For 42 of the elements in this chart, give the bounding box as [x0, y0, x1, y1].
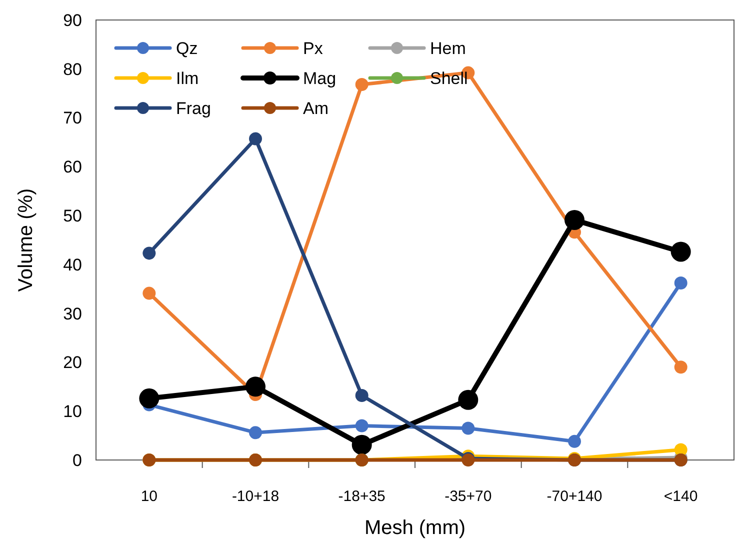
point: [249, 426, 262, 440]
point: [355, 78, 368, 92]
point: [462, 422, 475, 435]
point: [674, 276, 688, 290]
x-tick-label: -18+35: [338, 488, 386, 505]
y-tick-label: 30: [63, 304, 82, 324]
point: [139, 388, 160, 408]
legend-label: Ilm: [176, 68, 199, 88]
y-tick-label: 90: [63, 10, 82, 30]
x-tick-label: -35+70: [444, 488, 492, 505]
x-tick-label: -10+18: [232, 488, 280, 505]
point: [142, 286, 156, 300]
point: [246, 376, 266, 397]
legend-label: Frag: [176, 98, 211, 118]
legend-label: Mag: [303, 68, 336, 88]
point: [670, 242, 691, 262]
point: [564, 210, 584, 230]
y-tick-label: 10: [63, 402, 82, 422]
legend-label: Qz: [176, 38, 198, 58]
point: [142, 246, 156, 260]
y-tick-label: 0: [72, 450, 82, 470]
point: [568, 434, 581, 448]
y-tick-label: 40: [63, 255, 82, 274]
point: [249, 132, 262, 146]
y-axis-title: Volume (%): [15, 188, 37, 292]
point: [355, 388, 368, 402]
x-tick-label: -70+140: [546, 488, 602, 505]
y-tick-label: 60: [63, 158, 82, 177]
legend-label: Am: [303, 98, 328, 118]
legend-label: Px: [303, 38, 324, 58]
x-tick-label: 10: [140, 488, 158, 505]
y-tick-label: 50: [63, 206, 82, 226]
point: [352, 434, 372, 455]
y-tick-label: 20: [63, 353, 82, 372]
point: [458, 390, 478, 410]
x-tick-label: <140: [664, 488, 698, 505]
y-tick-label: 80: [63, 60, 82, 79]
x-axis-title: Mesh (mm): [364, 517, 466, 539]
legend-label: Hem: [430, 38, 466, 58]
point: [674, 360, 688, 374]
y-tick-label: 70: [63, 108, 82, 128]
point: [355, 419, 368, 432]
